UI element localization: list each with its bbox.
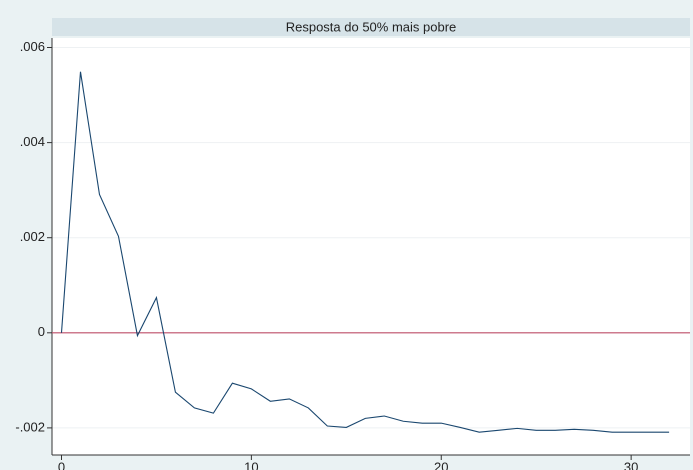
plot-area [52,38,690,455]
x-tick-label: 0 [58,459,65,470]
x-tick-label: 30 [624,459,638,470]
chart-title: Resposta do 50% mais pobre [286,19,457,34]
y-tick-label: .004 [20,134,45,149]
x-tick-label: 10 [244,459,258,470]
y-tick-label: -.002 [15,419,45,434]
x-tick-label: 20 [434,459,448,470]
y-tick-label: .006 [20,39,45,54]
title-band [52,18,690,36]
y-tick-label: .002 [20,229,45,244]
y-tick-label: 0 [38,324,45,339]
data-line [60,71,670,433]
